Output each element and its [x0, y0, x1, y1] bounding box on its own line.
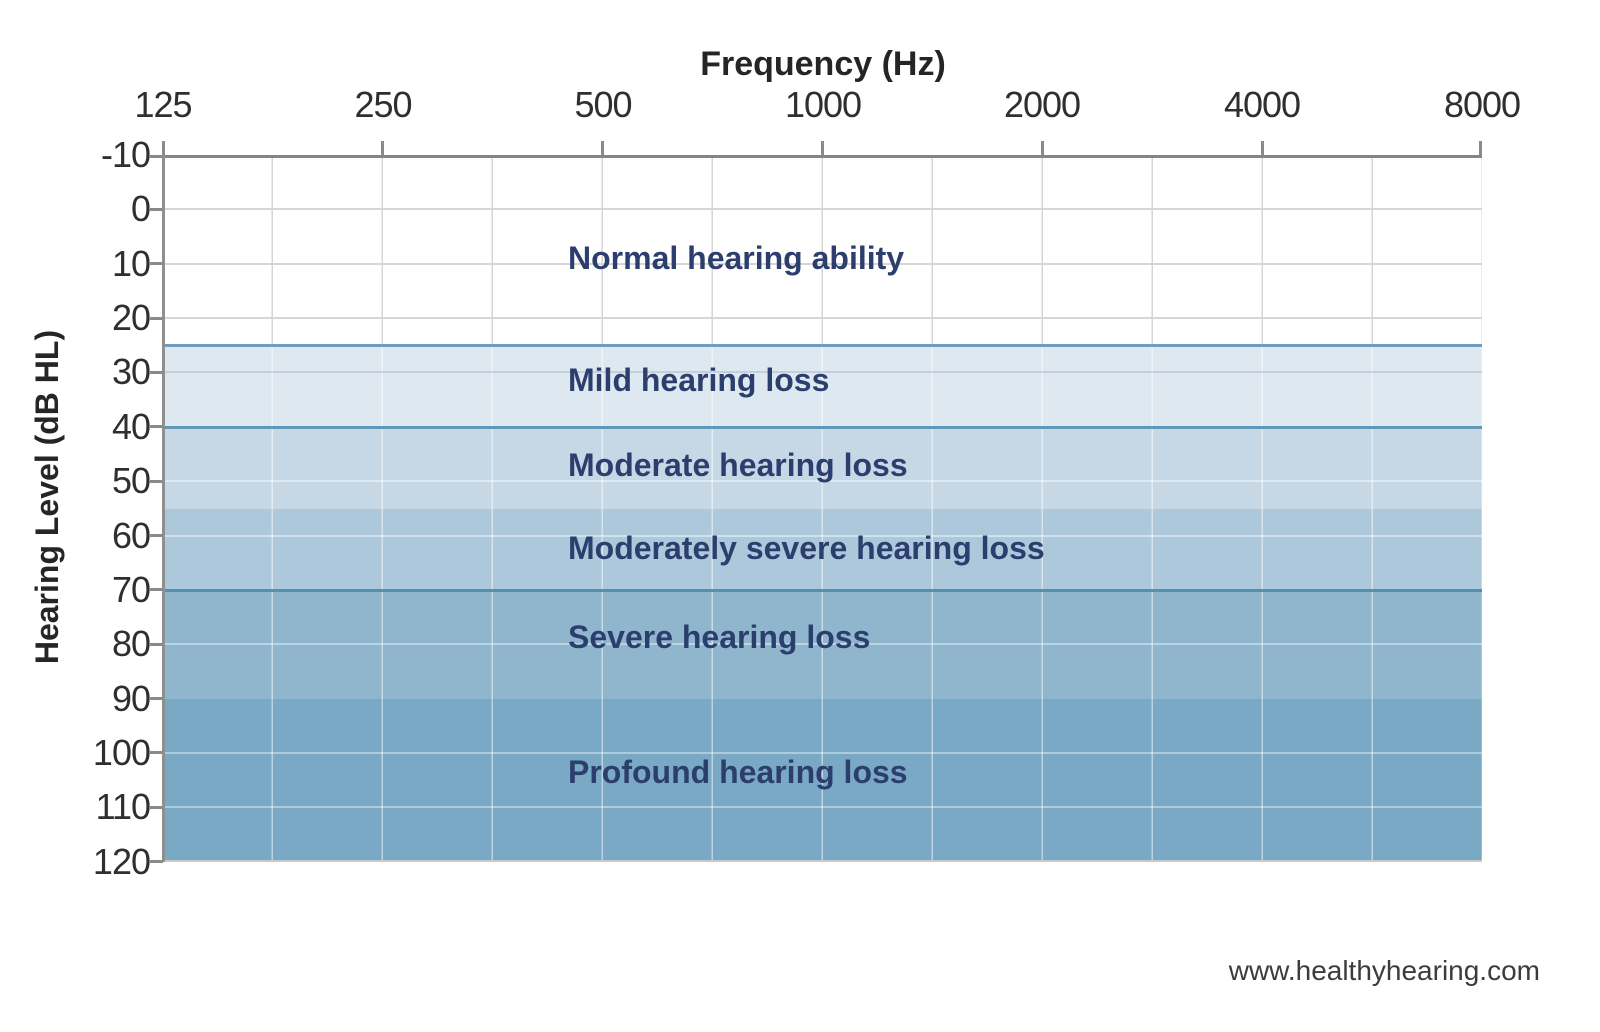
band-label-profound: Profound hearing loss	[568, 754, 908, 790]
gridline-60db	[163, 535, 1482, 537]
band-mod-severe-loss	[163, 509, 1482, 590]
y-tick-label: 30	[111, 351, 151, 392]
y-tick-mark	[149, 480, 163, 483]
x-tick-label: 4000	[1223, 84, 1301, 125]
x-tick-mark	[821, 141, 824, 155]
y-tick-mark	[149, 534, 163, 537]
gridline-50db	[163, 480, 1482, 482]
divider-70db	[163, 589, 1482, 592]
x-tick-label: 8000	[1443, 84, 1521, 125]
x-tick-mark	[162, 141, 165, 155]
y-tick-mark	[149, 371, 163, 374]
y-tick-mark	[149, 155, 163, 158]
band-label-severe: Severe hearing loss	[568, 619, 871, 655]
gridline-10db	[163, 263, 1482, 265]
gridline-110db	[163, 806, 1482, 808]
x-tick-label: 500	[574, 84, 632, 125]
x-tick-mark	[1479, 141, 1482, 155]
y-tick-label: 0	[130, 188, 151, 229]
divider-25db	[163, 344, 1482, 347]
y-tick-label: 70	[111, 569, 151, 610]
x-tick-mark	[1261, 141, 1264, 155]
band-label-mod-severe: Moderately severe hearing loss	[568, 530, 1045, 566]
band-profound-loss	[163, 699, 1482, 862]
y-tick-mark	[149, 643, 163, 646]
y-tick-label: 90	[111, 678, 151, 719]
x-tick-label: 2000	[1003, 84, 1081, 125]
y-tick-mark	[149, 751, 163, 754]
band-severe-loss	[163, 590, 1482, 699]
x-tick-label: 125	[134, 84, 192, 125]
gridline-0db	[163, 208, 1482, 210]
y-tick-mark	[149, 806, 163, 809]
x-tick-label: 250	[354, 84, 412, 125]
x-axis-line	[163, 155, 1482, 158]
y-tick-label: 40	[111, 406, 151, 447]
band-normal-hearing	[163, 155, 1482, 345]
divider-40db	[163, 426, 1482, 429]
plot-area: Normal hearing ability Mild hearing loss…	[149, 141, 1482, 863]
band-moderate-loss	[163, 427, 1482, 509]
x-tick-mark	[381, 141, 384, 155]
divider-120db	[163, 860, 1482, 862]
gridline-80db	[163, 643, 1482, 645]
x-tick-mark	[601, 141, 604, 155]
gridline-100db	[163, 752, 1482, 754]
y-tick-mark	[149, 588, 163, 591]
y-tick-label: 120	[92, 841, 151, 882]
y-tick-mark	[149, 208, 163, 211]
source-watermark: www.healthyhearing.com	[1228, 955, 1540, 986]
y-tick-label: 110	[95, 786, 151, 827]
y-tick-label: 50	[111, 460, 151, 501]
x-tick-mark	[1041, 141, 1044, 155]
band-mild-loss	[163, 345, 1482, 427]
gridline-20db	[163, 317, 1482, 319]
y-tick-mark	[149, 860, 163, 863]
y-tick-label: -10	[100, 134, 151, 175]
y-tick-label: 10	[111, 243, 151, 284]
band-label-normal: Normal hearing ability	[568, 240, 905, 276]
x-axis-title: Frequency (Hz)	[700, 45, 946, 83]
y-tick-mark	[149, 317, 163, 320]
y-tick-label: 100	[92, 732, 151, 773]
gridline-30db	[163, 371, 1482, 373]
band-label-mild: Mild hearing loss	[568, 362, 830, 398]
y-tick-label: 20	[111, 297, 151, 338]
y-tick-label: 80	[111, 623, 151, 664]
x-tick-label: 1000	[784, 84, 862, 125]
y-tick-label: 60	[111, 515, 151, 556]
band-label-moderate: Moderate hearing loss	[568, 447, 908, 483]
y-axis-line	[162, 155, 165, 862]
y-tick-mark	[149, 262, 163, 265]
y-tick-mark	[149, 425, 163, 428]
y-tick-mark	[149, 697, 163, 700]
